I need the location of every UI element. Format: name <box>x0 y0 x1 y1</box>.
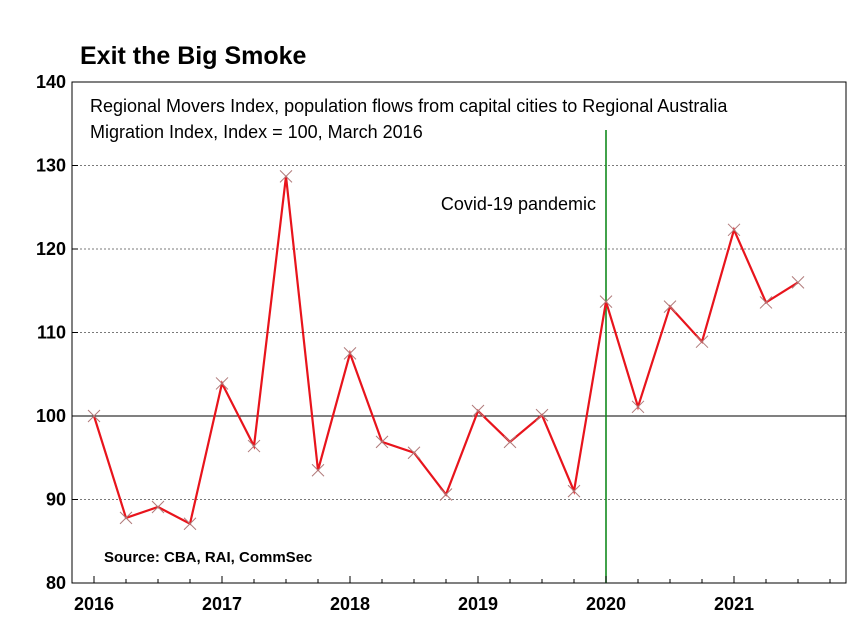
grid-lines <box>72 165 846 500</box>
subtitle-line-1: Regional Movers Index, population flows … <box>90 96 728 116</box>
data-point <box>727 223 741 237</box>
data-point <box>407 446 421 460</box>
data-point <box>759 296 773 309</box>
subtitle-line-2: Migration Index, Index = 100, March 2016 <box>90 122 423 142</box>
y-axis-ticks: 80 90 100 110 120 130 140 <box>36 72 78 593</box>
data-point <box>215 377 229 390</box>
source-note: Source: CBA, RAI, CommSec <box>104 549 312 566</box>
x-tick-label-2020: 2020 <box>586 594 626 614</box>
y-tick-label-110: 110 <box>37 323 66 343</box>
data-point <box>183 517 197 531</box>
y-tick-label-100: 100 <box>36 406 66 426</box>
data-point <box>631 400 645 414</box>
data-point <box>663 300 677 313</box>
data-point <box>503 435 517 449</box>
x-tick-label-2016: 2016 <box>74 594 114 614</box>
data-point <box>279 170 293 183</box>
series-line-0 <box>92 176 799 526</box>
data-point <box>439 488 453 501</box>
y-tick-label-90: 90 <box>46 490 66 510</box>
data-point <box>599 295 613 308</box>
y-tick-label-80: 80 <box>46 573 66 593</box>
data-point <box>311 463 325 477</box>
chart-title: Exit the Big Smoke <box>80 42 307 70</box>
data-point <box>471 404 485 418</box>
y-tick-label-140: 140 <box>36 72 66 92</box>
x-tick-label-2021: 2021 <box>714 594 754 614</box>
data-point <box>343 347 357 360</box>
series-layer <box>87 170 805 531</box>
x-axis-ticks: 2016 2017 2018 2019 2020 2021 <box>74 576 831 614</box>
data-point <box>567 484 581 498</box>
data-point <box>535 408 549 422</box>
data-point <box>791 276 805 289</box>
data-point <box>247 439 261 453</box>
data-point <box>87 409 101 423</box>
data-point <box>119 511 133 525</box>
covid-annotation-label: Covid-19 pandemic <box>441 194 596 214</box>
data-point <box>151 500 165 514</box>
x-tick-label-2018: 2018 <box>330 594 370 614</box>
x-tick-label-2019: 2019 <box>458 594 498 614</box>
x-tick-label-2017: 2017 <box>202 594 242 614</box>
y-tick-label-120: 120 <box>36 239 66 259</box>
data-point <box>695 335 709 349</box>
data-point <box>375 435 389 449</box>
y-tick-label-130: 130 <box>36 156 66 176</box>
